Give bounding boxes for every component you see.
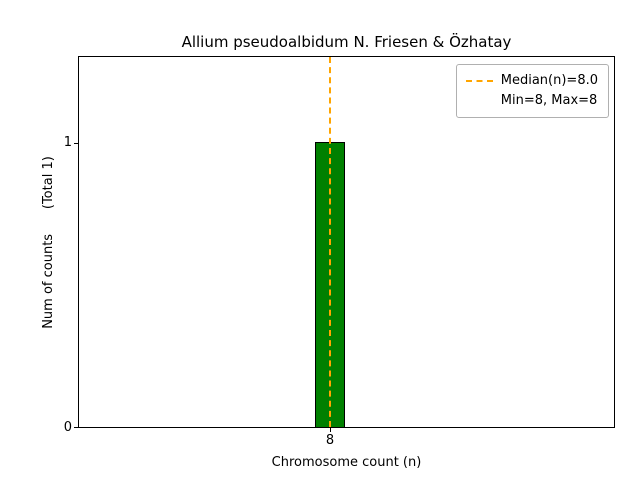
y-axis-label-wrap: Num of counts (Total 1): [38, 56, 58, 428]
xtick-label-8: 8: [325, 433, 335, 448]
plot-area: Median(n)=8.0 Min=8, Max=8: [78, 56, 615, 428]
ytick-label-1: 1: [63, 135, 72, 150]
legend-entry-minmax: Min=8, Max=8: [466, 91, 598, 111]
y-axis-label: Num of counts (Total 1): [40, 155, 56, 329]
median-dash-icon: [465, 80, 493, 82]
legend: Median(n)=8.0 Min=8, Max=8: [455, 64, 609, 118]
xtick-mark-8: [330, 428, 331, 432]
x-axis-label: Chromosome count (n): [271, 455, 422, 470]
ytick-mark-0: [74, 427, 78, 428]
median-line: [329, 57, 331, 427]
legend-label-median: Median(n)=8.0: [500, 73, 598, 88]
legend-label-minmax: Min=8, Max=8: [500, 93, 598, 108]
ytick-label-0: 0: [63, 420, 72, 435]
ytick-mark-1: [74, 143, 78, 144]
chart-title: Allium pseudoalbidum N. Friesen & Özhata…: [181, 33, 512, 51]
legend-entry-median: Median(n)=8.0: [465, 71, 598, 91]
